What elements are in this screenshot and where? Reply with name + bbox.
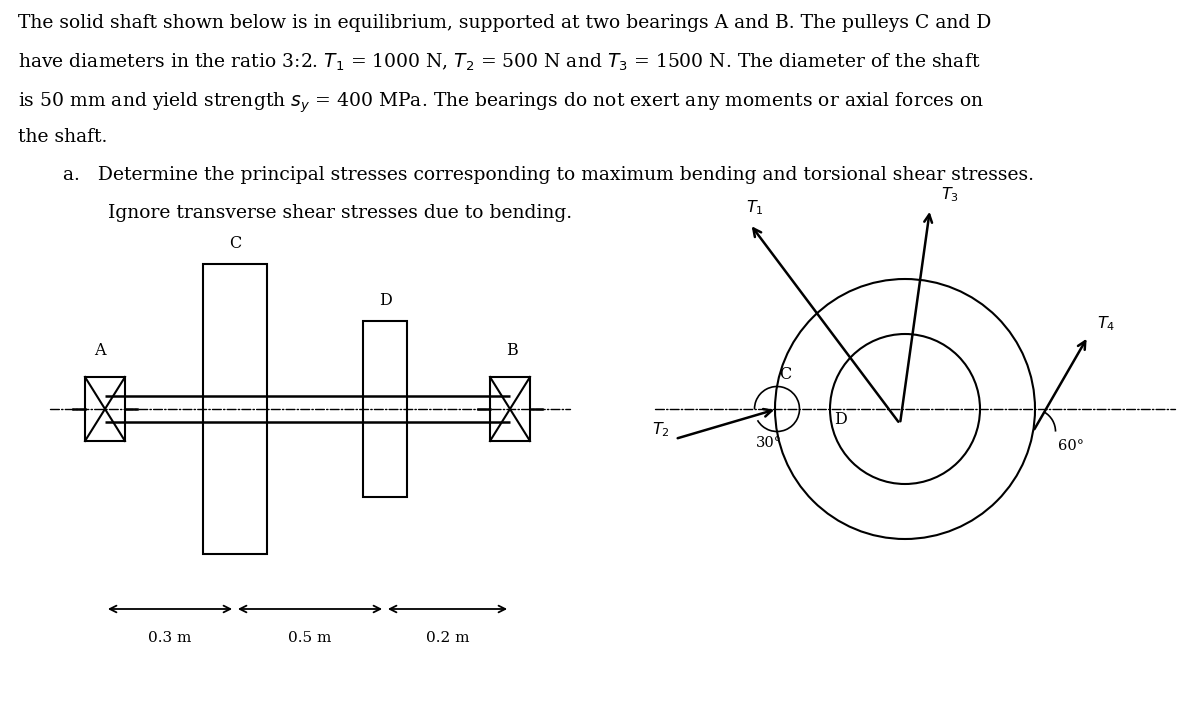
Text: a.   Determine the principal stresses corresponding to maximum bending and torsi: a. Determine the principal stresses corr…	[64, 166, 1034, 184]
Text: A: A	[95, 342, 106, 359]
Text: The solid shaft shown below is in equilibrium, supported at two bearings A and B: The solid shaft shown below is in equili…	[18, 14, 991, 32]
Text: 0.3 m: 0.3 m	[149, 631, 192, 645]
Text: $T_1$: $T_1$	[746, 198, 764, 217]
Text: is 50 mm and yield strength $s_y$ = 400 MPa. The bearings do not exert any momen: is 50 mm and yield strength $s_y$ = 400 …	[18, 90, 984, 114]
Text: Ignore transverse shear stresses due to bending.: Ignore transverse shear stresses due to …	[108, 204, 572, 222]
Text: the shaft.: the shaft.	[18, 128, 107, 146]
Text: C: C	[779, 366, 791, 383]
Text: D: D	[379, 292, 391, 309]
Text: $T_2$: $T_2$	[653, 420, 670, 438]
Text: $T_3$: $T_3$	[941, 185, 959, 203]
Text: 0.5 m: 0.5 m	[288, 631, 331, 645]
Text: D: D	[834, 411, 846, 428]
Text: C: C	[229, 235, 241, 252]
Text: B: B	[506, 342, 518, 359]
Text: 60°: 60°	[1058, 438, 1084, 453]
Text: have diameters in the ratio 3:2. $T_1$ = 1000 N, $T_2$ = 500 N and $T_3$ = 1500 : have diameters in the ratio 3:2. $T_1$ =…	[18, 52, 980, 74]
Text: 0.2 m: 0.2 m	[426, 631, 469, 645]
Text: $T_4$: $T_4$	[1097, 314, 1115, 333]
Text: 30°: 30°	[756, 436, 782, 450]
